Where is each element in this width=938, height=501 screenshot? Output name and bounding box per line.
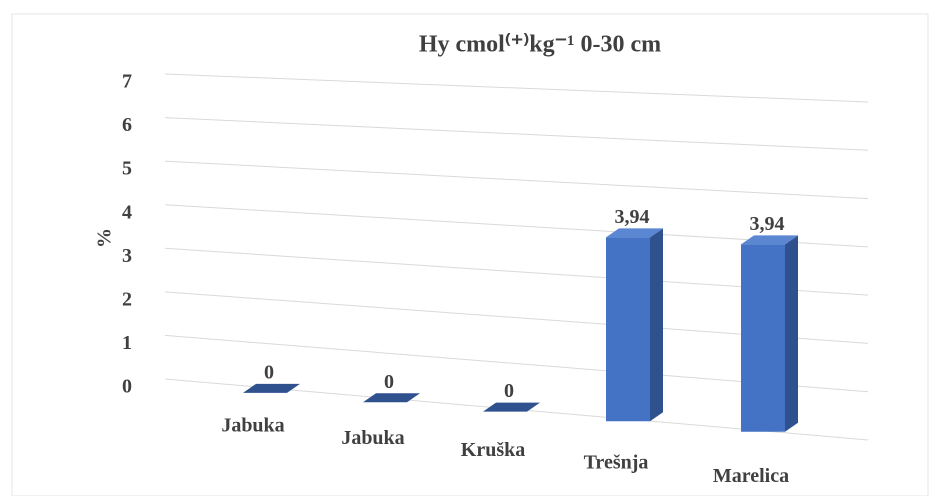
grid-line — [164, 160, 869, 200]
bar — [483, 402, 540, 412]
x-tick-label: Jabuka — [221, 415, 284, 437]
y-tick-label: 3 — [122, 245, 132, 267]
grid-line — [164, 73, 869, 103]
bar-top — [243, 383, 300, 393]
bar-top — [483, 402, 540, 412]
bar-front — [606, 237, 650, 422]
x-tick-label: Trešnja — [584, 451, 649, 473]
bar — [606, 228, 663, 422]
chart-title: Hy cmol⁽⁺⁾kg⁻¹ 0-30 cm — [419, 32, 661, 58]
bar-top — [606, 228, 663, 238]
bar-side — [650, 228, 663, 422]
bar — [741, 235, 798, 432]
y-axis-label: % — [94, 228, 116, 248]
y-tick-label: 2 — [122, 288, 132, 310]
y-tick-label: 4 — [122, 201, 132, 223]
y-tick-label: 7 — [122, 71, 132, 93]
y-tick-label: 0 — [122, 376, 132, 398]
y-tick-label: 5 — [122, 158, 132, 180]
bar — [243, 383, 300, 393]
x-tick-label: Marelica — [713, 465, 789, 487]
bar-top — [741, 235, 798, 245]
bar — [363, 393, 420, 403]
value-label: 3,94 — [750, 213, 785, 235]
grid-line — [164, 117, 869, 151]
y-tick-label: 6 — [122, 114, 132, 136]
x-tick-label: Kruška — [461, 439, 525, 461]
value-label: 0 — [264, 361, 274, 383]
y-tick-label: 1 — [122, 332, 132, 354]
bar-front — [741, 244, 785, 432]
value-label: 3,94 — [615, 206, 650, 228]
x-tick-label: Jabuka — [341, 427, 404, 449]
value-label: 0 — [504, 380, 514, 402]
bar-top — [363, 393, 420, 403]
bar-side — [785, 235, 798, 432]
value-label: 0 — [384, 371, 394, 393]
